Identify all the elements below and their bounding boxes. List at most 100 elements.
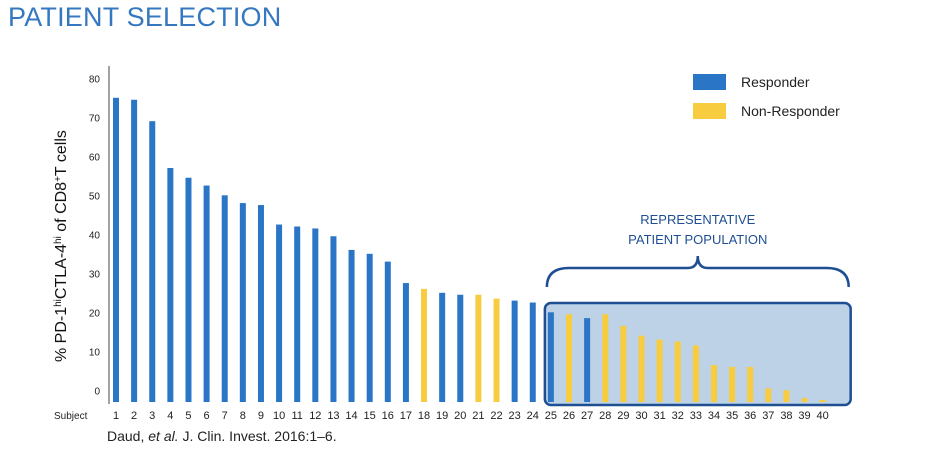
x-tick-label: 9: [258, 410, 264, 422]
y-label-superscript: +: [53, 176, 64, 182]
x-tick-label: 24: [527, 410, 539, 422]
x-tick-label: 31: [653, 410, 665, 422]
x-tick-label: 12: [309, 410, 321, 422]
bar-subject-24: [529, 302, 536, 402]
citation-et-al: et al.: [148, 428, 179, 444]
bar-subject-32: [674, 341, 681, 402]
bar-subject-20: [457, 294, 464, 402]
bar-subject-25: [547, 312, 554, 402]
x-tick-label: 27: [581, 410, 593, 422]
y-tick-label: 20: [89, 309, 101, 320]
bar-subject-22: [493, 298, 500, 402]
bar-subject-10: [276, 224, 283, 402]
bar-subject-36: [747, 366, 754, 402]
x-tick-label: 3: [149, 410, 155, 422]
bar-subject-30: [638, 335, 645, 402]
bar-subject-27: [584, 318, 591, 402]
x-tick-label: 1: [113, 410, 119, 422]
legend-swatch: [693, 103, 726, 119]
x-tick-label: 8: [240, 410, 246, 422]
x-tick-label: 14: [345, 410, 357, 422]
x-tick-label: 29: [617, 410, 629, 422]
x-tick-label: 33: [690, 410, 702, 422]
x-tick-label: 6: [204, 410, 210, 422]
y-tick-label: 80: [89, 75, 101, 86]
legend-label: Non-Responder: [741, 103, 840, 119]
bar-subject-12: [312, 228, 319, 402]
bar-subject-7: [221, 195, 228, 402]
legend-label: Responder: [741, 74, 810, 90]
citation-journal: J. Clin. Invest. 2016:1–6.: [178, 428, 337, 444]
x-tick-label: 10: [273, 410, 285, 422]
x-tick-label: 28: [599, 410, 611, 422]
y-axis-label: % PD-1hiCTLA-4hi of CD8+T cells: [53, 130, 71, 362]
bar-subject-2: [131, 99, 138, 402]
x-tick-label: 16: [382, 410, 394, 422]
x-tick-label: 34: [708, 410, 720, 422]
x-tick-label: 38: [780, 410, 792, 422]
y-label-superscript: hi: [53, 299, 64, 307]
x-tick-label: 2: [131, 410, 137, 422]
page-title: PATIENT SELECTION: [8, 2, 282, 32]
x-tick-label: 22: [490, 410, 502, 422]
x-tick-label: 11: [291, 410, 302, 422]
x-tick-label: 20: [454, 410, 466, 422]
bar-subject-37: [765, 388, 772, 402]
bar-subject-31: [656, 339, 663, 402]
x-tick-label: 4: [167, 410, 173, 422]
x-tick-label: 5: [185, 410, 191, 422]
x-tick-label: 40: [817, 410, 829, 422]
x-tick-label: 36: [744, 410, 756, 422]
x-tick-label: 32: [672, 410, 684, 422]
x-tick-label: 19: [436, 410, 448, 422]
x-tick-label: 18: [418, 410, 430, 422]
bar-subject-8: [239, 203, 246, 402]
bar-subject-6: [203, 185, 210, 402]
x-tick-label: 25: [545, 410, 557, 422]
x-axis-label: Subject: [54, 411, 88, 422]
bar-subject-34: [710, 364, 717, 402]
x-tick-label: 21: [472, 410, 484, 422]
bar-subject-3: [149, 121, 156, 402]
y-tick-label: 70: [89, 114, 101, 125]
y-tick-label: 30: [89, 270, 101, 281]
y-label-superscript: hi: [53, 236, 64, 244]
bar-subject-17: [402, 283, 409, 402]
x-tick-label: 7: [222, 410, 228, 422]
x-tick-labels: 1 2 3 4 5 6 7 8 9 10 11 12 13 14 15 16 17 18 19 20 21 22 23 24 2…: [113, 410, 829, 422]
y-tick-labels: 0 10 20 30 40 50 60 70 80: [89, 75, 101, 398]
bar-subject-14: [348, 249, 355, 402]
x-tick-label: 37: [762, 410, 774, 422]
bar-subject-33: [692, 345, 699, 402]
bar-subject-15: [366, 253, 373, 402]
legend: Responder Non-Responder: [693, 74, 840, 119]
y-tick-label: 10: [89, 348, 101, 359]
y-tick-label: 50: [89, 192, 101, 203]
y-tick-label: 60: [89, 153, 101, 164]
bar-subject-23: [511, 300, 518, 402]
bar-subject-18: [421, 288, 428, 402]
x-tick-label: 30: [635, 410, 647, 422]
y-label-text: of CD8: [53, 182, 70, 236]
bar-subject-40: [819, 400, 826, 402]
bar-subject-1: [113, 97, 119, 403]
bar-subject-11: [294, 226, 301, 402]
bar-subject-16: [384, 261, 391, 402]
x-tick-label: 39: [798, 410, 810, 422]
x-tick-label: 23: [509, 410, 521, 422]
bar-subject-13: [330, 236, 337, 402]
citation: Daud, et al. J. Clin. Invest. 2016:1–6.: [107, 428, 337, 444]
legend-swatch: [693, 74, 726, 90]
bar-subject-28: [602, 314, 609, 402]
x-tick-label: 35: [726, 410, 738, 422]
citation-authors: Daud,: [107, 428, 149, 444]
bar-subject-38: [783, 390, 790, 402]
y-label-text: T cells: [53, 130, 70, 176]
bar-subject-9: [257, 205, 264, 402]
bar-subject-4: [167, 168, 174, 402]
x-tick-label: 15: [364, 410, 376, 422]
bar-subject-26: [566, 314, 572, 402]
highlight-label-line: REPRESENTATIVE: [640, 212, 755, 227]
y-tick-label: 40: [89, 231, 101, 242]
